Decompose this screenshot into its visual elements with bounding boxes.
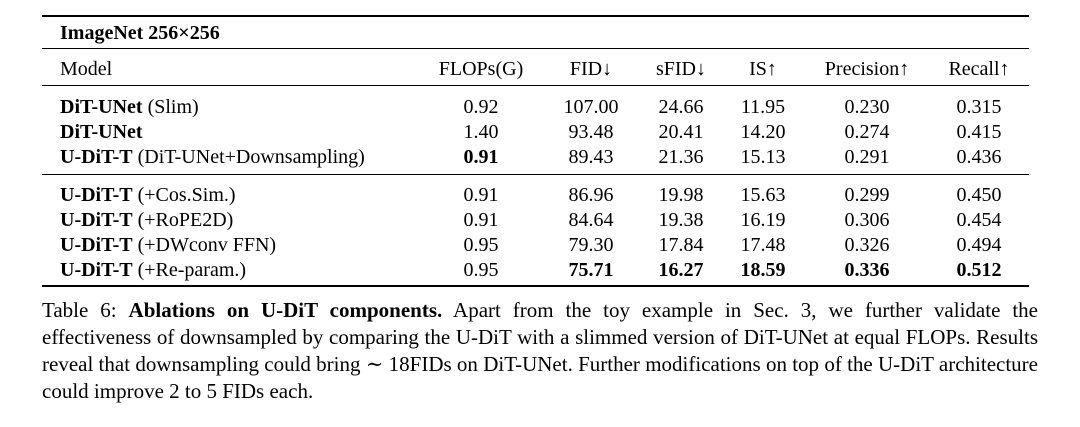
cell-precision: 0.291 [844, 146, 890, 168]
row-model: U-DiT-T (+Re-param.) [60, 259, 247, 281]
cell-flops: 0.95 [463, 259, 499, 281]
row-model: DiT-UNet [60, 121, 143, 143]
cell-recall: 0.450 [956, 184, 1002, 206]
cell-sfid: 19.98 [658, 184, 704, 206]
cell-precision: 0.274 [844, 121, 890, 143]
cell-recall: 0.315 [956, 96, 1002, 118]
caption-body: Apart from the toy example in Sec. 3, we… [42, 298, 1038, 403]
cell-fid: 84.64 [568, 209, 614, 231]
row-model: U-DiT-T (+Cos.Sim.) [60, 184, 236, 206]
header-recall: Recall↑ [948, 58, 1010, 80]
caption-title: Ablations on U-DiT components. [128, 298, 443, 322]
row-model: U-DiT-T (+DWconv FFN) [60, 234, 277, 256]
cell-recall: 0.415 [956, 121, 1002, 143]
cell-is: 14.20 [740, 121, 786, 143]
row-model: DiT-UNet (Slim) [60, 96, 199, 118]
header-fid: FID↓ [569, 58, 613, 80]
cell-fid: 75.71 [568, 259, 614, 281]
cell-sfid: 20.41 [658, 121, 704, 143]
header-sfid: sFID↓ [655, 58, 707, 80]
cell-is: 15.13 [740, 146, 786, 168]
cell-flops: 0.91 [463, 146, 499, 168]
cell-is: 15.63 [740, 184, 786, 206]
cell-precision: 0.299 [844, 184, 890, 206]
cell-is: 16.19 [740, 209, 786, 231]
cell-sfid: 17.84 [658, 234, 704, 256]
table-column-header-rule [42, 85, 1029, 86]
table-section-title: ImageNet 256×256 [60, 22, 220, 44]
table-top-rule [42, 15, 1029, 17]
cell-is: 18.59 [740, 259, 786, 281]
header-is: IS↑ [749, 58, 777, 80]
table-group-separator [42, 174, 1029, 175]
cell-precision: 0.230 [844, 96, 890, 118]
cell-fid: 86.96 [568, 184, 614, 206]
cell-is: 11.95 [740, 96, 786, 118]
cell-precision: 0.306 [844, 209, 890, 231]
header-flops: FLOPs(G) [438, 58, 524, 80]
cell-precision: 0.336 [844, 259, 890, 281]
cell-fid: 93.48 [568, 121, 614, 143]
header-precision: Precision↑ [824, 58, 910, 80]
header-model: Model [60, 58, 113, 80]
cell-recall: 0.454 [956, 209, 1002, 231]
cell-sfid: 24.66 [658, 96, 704, 118]
cell-flops: 0.91 [463, 209, 499, 231]
cell-sfid: 19.38 [658, 209, 704, 231]
row-model: U-DiT-T (DiT-UNet+Downsampling) [60, 146, 365, 168]
cell-recall: 0.512 [956, 259, 1002, 281]
cell-sfid: 21.36 [658, 146, 704, 168]
cell-recall: 0.436 [956, 146, 1002, 168]
cell-flops: 0.91 [463, 184, 499, 206]
table-caption: Table 6: Ablations on U-DiT components. … [42, 297, 1038, 405]
caption-label: Table 6: [42, 298, 129, 322]
cell-is: 17.48 [740, 234, 786, 256]
table-bottom-rule [42, 285, 1029, 287]
cell-fid: 79.30 [568, 234, 614, 256]
table-header-rule [42, 48, 1029, 49]
cell-precision: 0.326 [844, 234, 890, 256]
cell-recall: 0.494 [956, 234, 1002, 256]
cell-flops: 0.92 [463, 96, 499, 118]
cell-flops: 1.40 [463, 121, 499, 143]
cell-fid: 89.43 [568, 146, 614, 168]
cell-flops: 0.95 [463, 234, 499, 256]
cell-fid: 107.00 [563, 96, 619, 118]
row-model: U-DiT-T (+RoPE2D) [60, 209, 234, 231]
cell-sfid: 16.27 [658, 259, 704, 281]
